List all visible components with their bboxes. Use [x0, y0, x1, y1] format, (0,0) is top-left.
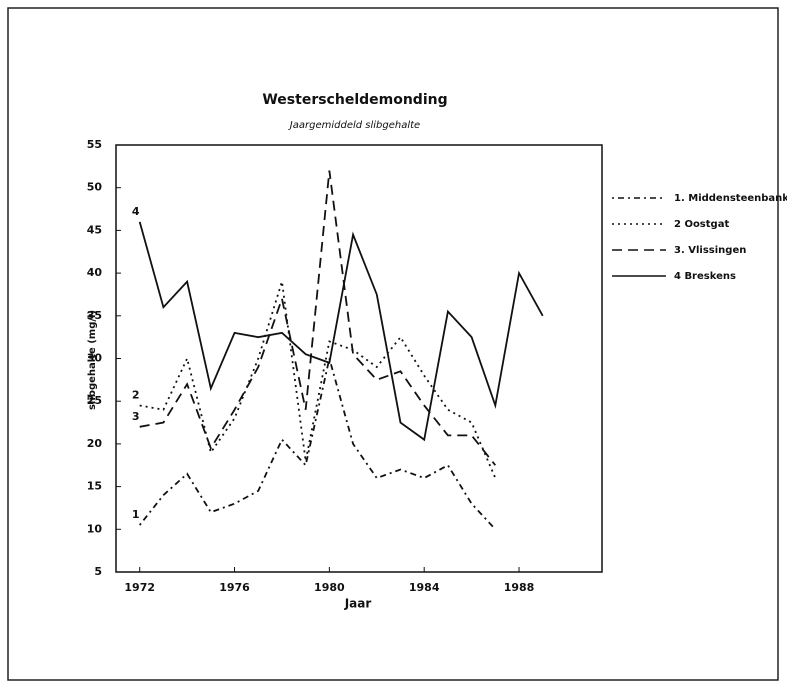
- y-tick-label: 5: [94, 565, 102, 578]
- legend-label: 2 Oostgat: [674, 219, 729, 230]
- line-label: 3: [132, 410, 140, 423]
- frame: [7, 7, 779, 681]
- legend-label: 1. Middensteenbank: [674, 193, 787, 204]
- series-line: [138, 221, 544, 442]
- y-tick-label: 45: [87, 223, 102, 236]
- chart-subtitle: Jaargemiddeld slibgehalte: [288, 120, 420, 131]
- y-tick-label: 50: [87, 181, 103, 194]
- x-tick-label: 1976: [219, 581, 250, 594]
- y-tick-label: 40: [87, 266, 103, 279]
- legend-label: 3. Vlissingen: [674, 245, 746, 256]
- y-axis-label: slibgehalte (mg/l): [87, 310, 98, 410]
- plot-area: [115, 144, 603, 573]
- line-label: 2: [132, 388, 140, 401]
- line-label: 4: [132, 205, 140, 218]
- y-tick-label: 25: [87, 394, 102, 407]
- x-tick-label: 1988: [504, 581, 535, 594]
- y-tick-label: 55: [87, 138, 102, 151]
- series-line: [139, 170, 497, 466]
- line-label: 1: [132, 508, 140, 521]
- x-axis-label: Jaar: [344, 597, 372, 611]
- y-tick-label: 10: [87, 522, 103, 535]
- x-tick-label: 1984: [409, 581, 440, 594]
- x-tick-label: 1980: [314, 581, 345, 594]
- y-tick-label: 35: [87, 309, 102, 322]
- x-tick-label: 1972: [124, 581, 155, 594]
- series-line: [139, 358, 496, 530]
- y-tick-label: 20: [87, 437, 103, 450]
- y-tick-label: 30: [87, 352, 103, 365]
- legend-label: 4 Breskens: [674, 271, 736, 282]
- y-tick-label: 15: [87, 480, 102, 493]
- chart-title: Westerscheldemonding: [262, 92, 447, 108]
